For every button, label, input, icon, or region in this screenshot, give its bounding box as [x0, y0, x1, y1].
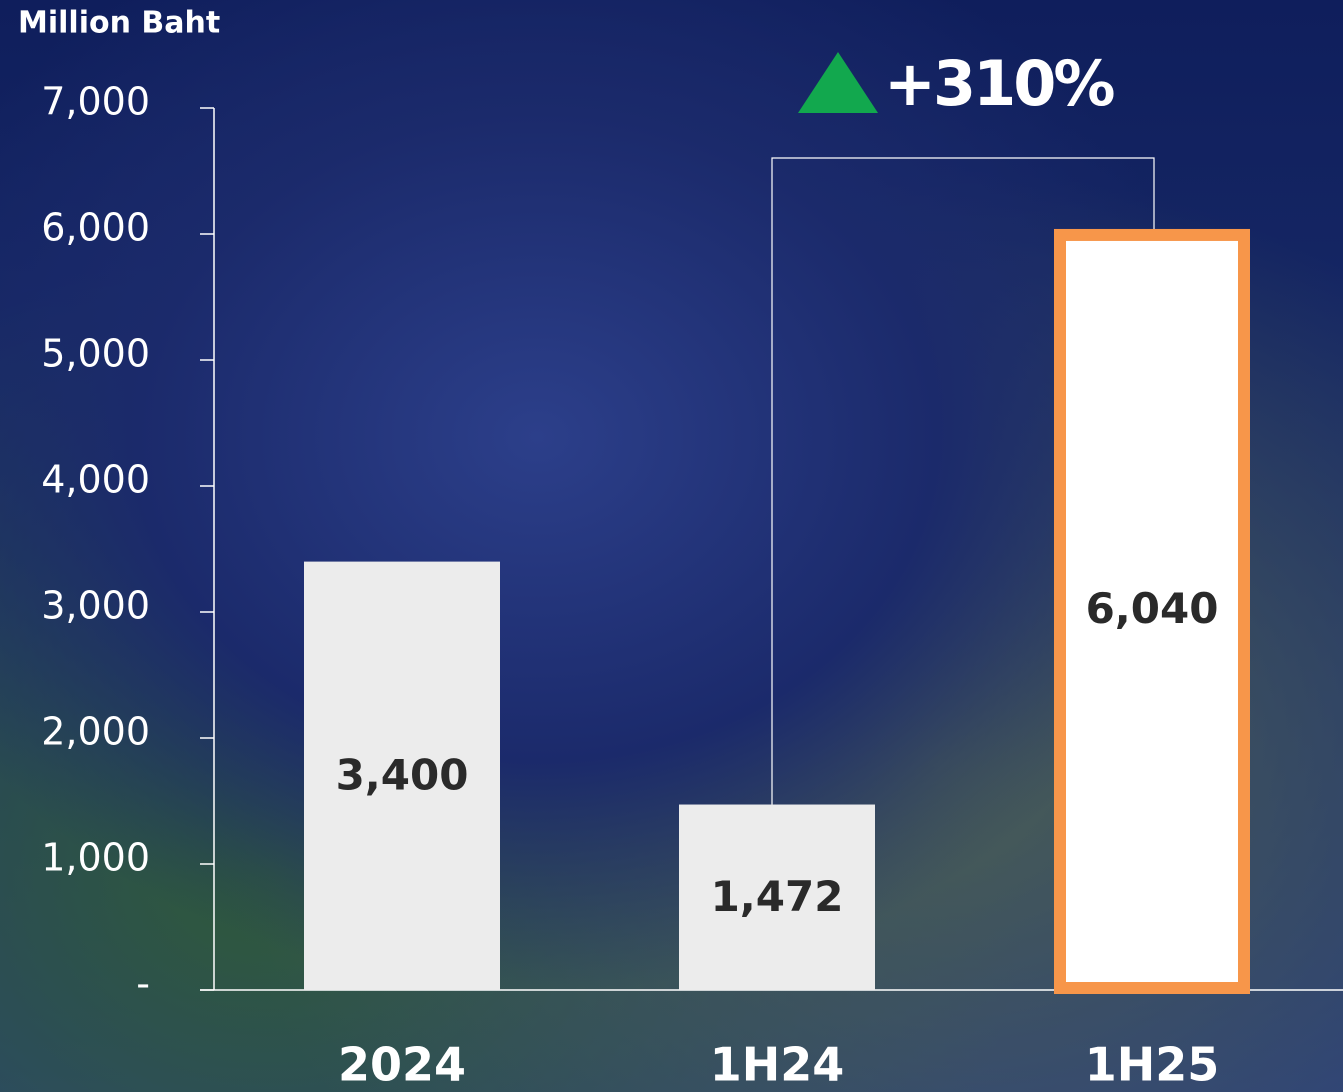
y-tick-label: 5,000 — [41, 332, 150, 376]
comparison-bracket — [771, 157, 1155, 805]
y-tick-label: 7,000 — [41, 80, 150, 124]
growth-annotation: +310% — [884, 47, 1114, 120]
bar — [679, 804, 875, 990]
bar — [1054, 228, 1250, 994]
up-arrow — [798, 52, 878, 113]
x-tick-label: 1H24 — [710, 1038, 845, 1092]
value-label: 3,400 — [336, 750, 469, 799]
value-label: 6,040 — [1086, 584, 1219, 633]
y-tick-label: 4,000 — [41, 458, 150, 502]
y-tick-label: - — [136, 962, 150, 1006]
y-tick-label: 1,000 — [41, 836, 150, 880]
bar — [304, 561, 500, 990]
y-axis-label: Million Baht — [18, 6, 220, 41]
y-tick-label: 6,000 — [41, 206, 150, 250]
x-tick-label: 1H25 — [1085, 1038, 1220, 1092]
x-tick-label: 2024 — [338, 1038, 466, 1092]
value-label: 1,472 — [711, 872, 844, 921]
y-tick-label: 2,000 — [41, 710, 150, 754]
y-tick-label: 3,000 — [41, 584, 150, 628]
